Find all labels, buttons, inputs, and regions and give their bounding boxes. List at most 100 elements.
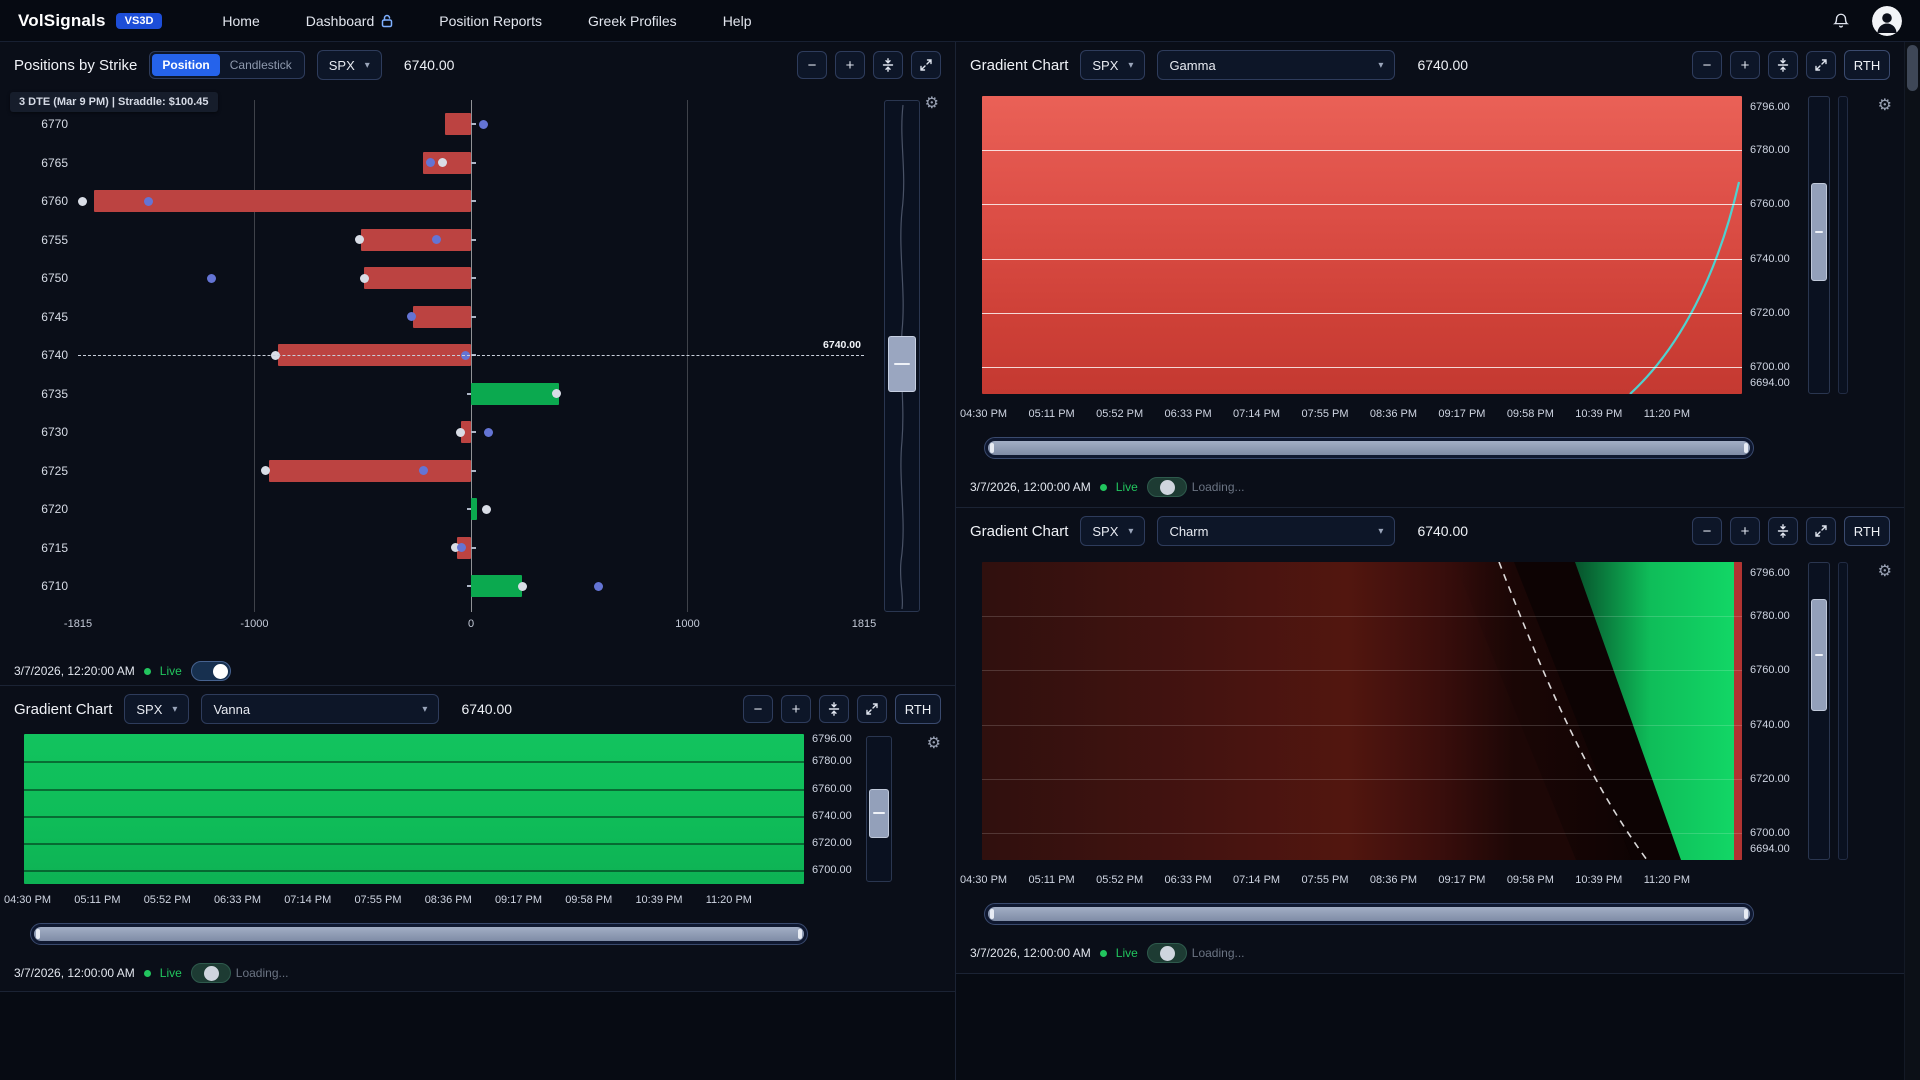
x-axis-tick-label: 0 — [467, 618, 475, 630]
spot-price: 6740.00 — [1417, 57, 1469, 73]
range-slider-handle[interactable] — [869, 788, 889, 838]
position-bar — [423, 151, 471, 174]
vertical-gridline — [687, 100, 689, 612]
timestamp: 3/7/2026, 12:00:00 AM — [970, 480, 1091, 494]
rth-button[interactable]: RTH — [1844, 50, 1890, 80]
secondary-scroll-track[interactable] — [1838, 562, 1848, 860]
strike-label: 6760 — [41, 194, 68, 208]
zoom-in-button[interactable]: + — [1730, 517, 1760, 545]
nav-item-help[interactable]: Help — [723, 13, 752, 29]
time-axis-row: 04:30 PM 05:11 PM 05:52 PM 06:33 PM 07:14 PM… — [956, 406, 1904, 426]
white-marker-dot — [354, 235, 364, 244]
nav-item-home[interactable]: Home — [222, 13, 259, 29]
horizontal-scrollbar[interactable] — [30, 923, 808, 945]
mode-position-button[interactable]: Position — [152, 54, 220, 76]
price-range-slider[interactable] — [1808, 96, 1830, 394]
nav-item-position-reports[interactable]: Position Reports — [439, 13, 542, 29]
horizontal-gridline — [24, 843, 804, 846]
position-bar — [461, 421, 471, 443]
gamma-chart: 6796.00 6780.00 6760.00 6740.00 6720.00 6700.… — [956, 88, 1904, 406]
live-toggle[interactable] — [1146, 943, 1187, 963]
time-axis: 04:30 PM 05:11 PM 05:52 PM 06:33 PM 07:14 PM… — [4, 894, 752, 906]
fit-vertical-button[interactable] — [1768, 517, 1798, 545]
gear-icon[interactable]: ⚙ — [1877, 97, 1892, 114]
range-slider-handle[interactable] — [1811, 182, 1827, 281]
time-axis-row: 04:30 PM 05:11 PM 05:52 PM 06:33 PM 07:14 PM… — [956, 872, 1904, 892]
live-toggle[interactable] — [1146, 477, 1187, 497]
horizontal-gridline — [982, 724, 1742, 726]
nav-item-dashboard[interactable]: Dashboard — [306, 13, 394, 29]
gamma-curve — [1629, 181, 1741, 394]
metric-select[interactable]: Vanna ▾ — [201, 694, 440, 724]
gear-icon[interactable]: ⚙ — [926, 735, 941, 752]
horizontal-scrollbar[interactable] — [984, 437, 1754, 459]
axis-tick — [466, 546, 476, 549]
blue-marker-dot — [431, 235, 441, 244]
page-scrollbar[interactable] — [1904, 42, 1920, 1080]
symbol-select[interactable]: SPX ▾ — [124, 694, 190, 724]
header-buttons: − + RTH — [743, 694, 941, 724]
scrollbar-handle[interactable] — [988, 907, 1750, 921]
expand-button[interactable] — [1806, 51, 1836, 79]
expand-button[interactable] — [1806, 517, 1836, 545]
scrollbar-handle[interactable] — [34, 927, 804, 941]
scrollbar-handle[interactable] — [988, 441, 1750, 455]
zoom-in-button[interactable]: + — [1730, 51, 1760, 79]
expand-button[interactable] — [857, 695, 887, 723]
live-toggle[interactable] — [190, 963, 231, 983]
axis-tick — [466, 315, 476, 318]
fit-vertical-button[interactable] — [1768, 51, 1798, 79]
blue-marker-dot — [594, 581, 604, 591]
zoom-in-button[interactable]: + — [835, 51, 865, 79]
fit-vertical-button[interactable] — [819, 695, 849, 723]
zoom-out-button[interactable]: − — [743, 695, 773, 723]
symbol-value: SPX — [136, 701, 163, 717]
zoom-out-button[interactable]: − — [1692, 517, 1722, 545]
positions-status: 3/7/2026, 12:20:00 AM Live — [0, 654, 955, 688]
symbol-select[interactable]: SPX ▾ — [1080, 50, 1146, 80]
symbol-value: SPX — [328, 57, 355, 73]
page-scrollbar-handle[interactable] — [1907, 45, 1918, 91]
symbol-select[interactable]: SPX ▾ — [1080, 516, 1146, 546]
strike-range-slider[interactable] — [884, 100, 920, 612]
zoom-out-button[interactable]: − — [1692, 51, 1722, 79]
gamma-panel: Gradient Chart SPX ▾ Gamma ▾ 6740.00 − + — [956, 42, 1904, 508]
charm-panel: Gradient Chart SPX ▾ Charm ▾ 6740.00 − + — [956, 508, 1904, 974]
avatar[interactable] — [1872, 5, 1902, 36]
vanna-panel: Gradient Chart SPX ▾ Vanna ▾ 6740.00 − + — [0, 686, 955, 992]
price-range-slider[interactable] — [1808, 562, 1830, 860]
expand-button[interactable] — [911, 51, 941, 79]
timestamp: 3/7/2026, 12:00:00 AM — [14, 966, 135, 980]
range-slider-handle[interactable] — [888, 335, 916, 392]
price-range-slider[interactable] — [866, 736, 892, 882]
zoom-in-button[interactable]: + — [781, 695, 811, 723]
bell-icon[interactable] — [1832, 12, 1850, 30]
secondary-scroll-track[interactable] — [1838, 96, 1848, 394]
blue-marker-dot — [418, 466, 428, 475]
rth-button[interactable]: RTH — [1844, 516, 1890, 546]
horizontal-scrollbar[interactable] — [984, 903, 1754, 925]
scrollbar-row — [956, 892, 1904, 936]
rth-button[interactable]: RTH — [895, 694, 941, 724]
live-toggle[interactable] — [190, 661, 231, 681]
time-axis-label: 07:55 PM — [1301, 408, 1349, 420]
strike-label: 6730 — [41, 425, 68, 439]
spot-price: 6740.00 — [403, 57, 455, 73]
symbol-select[interactable]: SPX ▾ — [316, 50, 382, 80]
spot-price: 6740.00 — [461, 701, 513, 717]
range-slider-handle[interactable] — [1811, 598, 1827, 711]
fit-vertical-button[interactable] — [873, 51, 903, 79]
price-axis-label: 6760.00 — [1750, 664, 1790, 677]
gear-icon[interactable]: ⚙ — [924, 95, 939, 112]
metric-select[interactable]: Gamma ▾ — [1157, 50, 1396, 80]
nav-item-greek-profiles[interactable]: Greek Profiles — [588, 13, 677, 29]
x-axis-tick-label: 1815 — [851, 618, 877, 630]
zoom-out-button[interactable]: − — [797, 51, 827, 79]
gear-icon[interactable]: ⚙ — [1877, 563, 1892, 580]
time-axis-label: 05:11 PM — [1028, 408, 1075, 420]
main-content: Positions by Strike Position Candlestick… — [0, 42, 1920, 1080]
metric-select[interactable]: Charm ▾ — [1157, 516, 1396, 546]
strike-label: 6715 — [41, 540, 68, 555]
white-marker-dot — [518, 581, 528, 591]
mode-candlestick-button[interactable]: Candlestick — [229, 58, 292, 72]
